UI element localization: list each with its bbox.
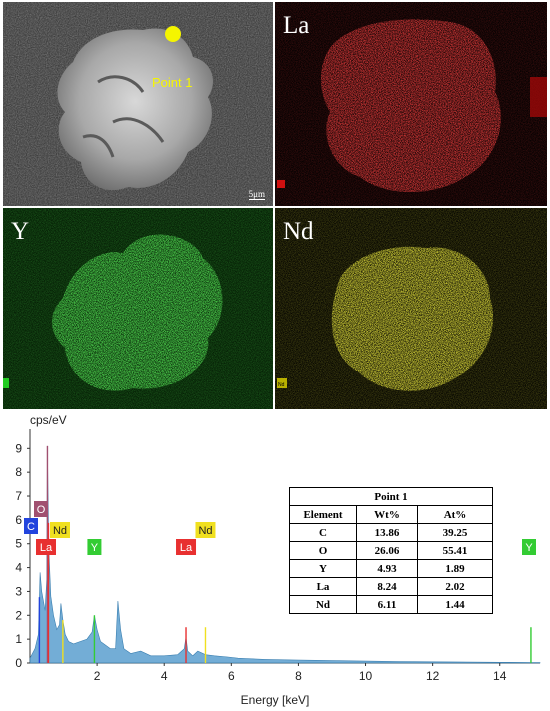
- peak-tag-label: Nd: [53, 525, 67, 537]
- peak-tag-label: La: [180, 542, 193, 554]
- y-map-panel: Y: [3, 208, 273, 409]
- x-tick-label: 12: [426, 669, 440, 683]
- y-tick-label: 5: [15, 537, 22, 551]
- peak-tag-label: Nd: [198, 525, 212, 537]
- table-cell: 1.44: [417, 595, 493, 614]
- table-header: At%: [417, 505, 493, 524]
- table-cell: 6.11: [356, 595, 418, 614]
- table-cell: 2.02: [417, 577, 493, 596]
- table-header: Wt%: [356, 505, 418, 524]
- point-1-composition-table: Point 1 Element Wt% At% C 13.86 39.25 O …: [289, 487, 493, 614]
- table-cell: 4.93: [356, 559, 418, 578]
- table-row: C 13.86 39.25: [289, 523, 493, 542]
- table-row: La 8.24 2.02: [289, 577, 493, 596]
- x-tick-label: 14: [493, 669, 507, 683]
- table-cell: C: [289, 523, 357, 542]
- y-map-label: Y: [11, 218, 30, 245]
- peak-tag-label: Y: [91, 542, 99, 554]
- x-axis-label: Energy [keV]: [241, 693, 310, 707]
- peak-tag-box: [36, 539, 56, 555]
- table-cell: 13.86: [356, 523, 418, 542]
- table-row: Nd 6.11 1.44: [289, 595, 493, 614]
- table-cell: 1.89: [417, 559, 493, 578]
- table-cell: La: [289, 577, 357, 596]
- y-tick-label: 6: [15, 513, 22, 527]
- la-map-label: La: [283, 12, 310, 39]
- y-tick-label: 7: [15, 489, 22, 503]
- peak-tag-label: Y: [525, 542, 533, 554]
- sem-image-panel: Point 1 5μm: [3, 2, 273, 206]
- table-cell: O: [289, 541, 357, 560]
- table-cell: 39.25: [417, 523, 493, 542]
- table-title: Point 1: [289, 487, 493, 506]
- la-map: [275, 2, 547, 206]
- peak-tag-label: La: [40, 542, 53, 554]
- table-cell: 26.06: [356, 541, 418, 560]
- sem-image: [3, 2, 273, 206]
- scale-bar: 5μm: [248, 189, 265, 200]
- table-header: Element: [289, 505, 357, 524]
- table-row: Y 4.93 1.89: [289, 559, 493, 578]
- nd-corner-tag: Nd: [278, 382, 285, 388]
- spectrum-area-path: [29, 445, 541, 664]
- table-cell: Y: [289, 559, 357, 578]
- y-tick-label: 1: [15, 632, 22, 646]
- peak-tag-box: [50, 522, 70, 538]
- table-cell: 8.24: [356, 577, 418, 596]
- x-tick-label: 2: [94, 669, 101, 683]
- spectrum-area: [29, 445, 541, 664]
- x-tick-label: 8: [295, 669, 302, 683]
- x-tick-label: 6: [228, 669, 235, 683]
- peak-tag-label: O: [37, 504, 46, 516]
- peak-tag-box: [522, 539, 536, 555]
- table-cell: Nd: [289, 595, 357, 614]
- nd-map: Nd: [275, 208, 547, 409]
- x-tick-label: 10: [359, 669, 373, 683]
- particle: [57, 28, 213, 191]
- nd-map-panel: Nd Nd: [275, 208, 547, 409]
- point-1-marker: [165, 26, 181, 42]
- y-tick-label: 0: [15, 656, 22, 670]
- y-tick-label: 3: [15, 584, 22, 598]
- y-tick-label: 9: [15, 441, 22, 455]
- peak-tag-label: C: [27, 521, 35, 533]
- y-tick-label: 4: [15, 561, 22, 575]
- table-row: O 26.06 55.41: [289, 541, 493, 560]
- y-map: [3, 208, 273, 409]
- y-tick-label: 2: [15, 608, 22, 622]
- peak-tag-box: [87, 539, 102, 555]
- la-map-panel: La: [275, 2, 547, 206]
- x-tick-label: 4: [161, 669, 168, 683]
- peak-tag-box: [176, 539, 197, 555]
- table-cell: 55.41: [417, 541, 493, 560]
- y-tick-label: 8: [15, 465, 22, 479]
- nd-map-label: Nd: [283, 218, 314, 245]
- peak-tag-box: [24, 518, 38, 534]
- point-1-label: Point 1: [152, 75, 193, 90]
- peak-tag-box: [195, 522, 216, 538]
- y-unit-label: cps/eV: [30, 413, 67, 427]
- peak-tag-box: [34, 501, 48, 517]
